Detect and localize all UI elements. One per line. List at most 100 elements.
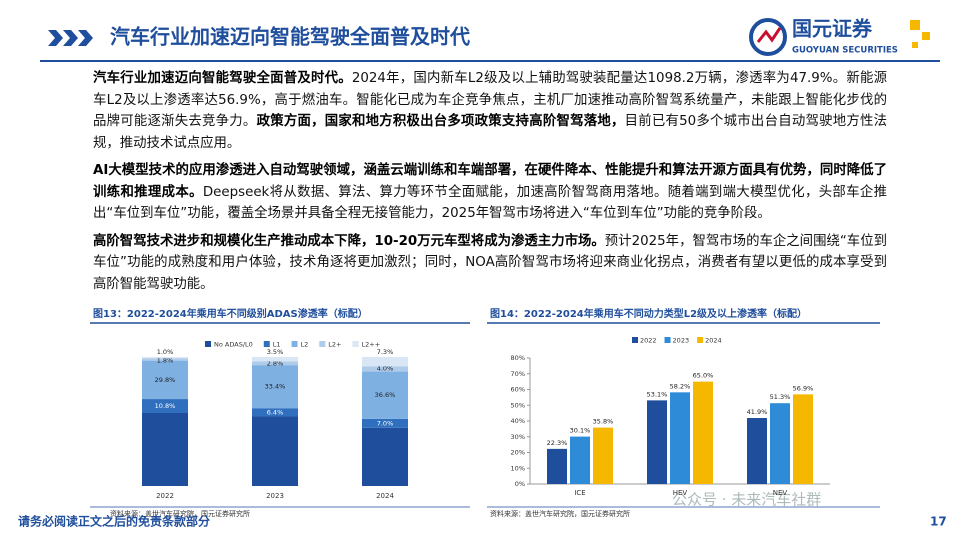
chart-title: 图13：2022-2024年乘用车不同级别ADAS渗透率（标配）	[93, 307, 368, 320]
bold-text: 汽车行业加速迈向智能驾驶全面普及时代。	[93, 71, 352, 86]
legend-swatch	[664, 337, 671, 343]
legend-label: 2022	[640, 337, 657, 345]
legend-swatch	[319, 341, 326, 347]
logo: 国元证券 GUOYUAN SECURITIES	[749, 17, 930, 56]
bar	[547, 448, 567, 484]
legend-swatch	[263, 341, 270, 347]
x-tick-label: NEV	[773, 489, 788, 497]
y-tick-label: 70%	[511, 370, 525, 378]
bold-text: AI大模型技术的应用渗透进入自动驾驶领域，涵盖云端训练和车端部署，在硬件降本、性…	[93, 163, 887, 200]
legend-label: L2++	[362, 341, 381, 349]
data-label: 56.9%	[793, 384, 814, 392]
x-tick-label: 2023	[266, 492, 284, 500]
data-label: 7.3%	[377, 348, 394, 356]
data-label: 41.9%	[747, 408, 768, 416]
data-label: 1.0%	[157, 348, 174, 356]
text: 2024年，国内新车L2级及以上辅助驾驶装配量达1098.2万辆，渗透率为47.…	[93, 71, 888, 129]
bar-segment	[142, 360, 188, 400]
legend-label: L2	[301, 341, 309, 349]
legend-label: No ADAS/L0	[214, 341, 253, 349]
bar-segment	[252, 416, 298, 486]
bar-segment	[362, 357, 408, 367]
header-arrows	[48, 30, 93, 46]
y-tick-label: 0%	[515, 480, 525, 488]
data-label: 1.8%	[157, 356, 174, 364]
data-label: 2.8%	[267, 360, 284, 368]
chart-title: 图14：2022-2024年乘用车不同动力类型L2级及以上渗透率（标配）	[490, 307, 807, 320]
data-label: 53.1%	[647, 390, 668, 398]
paragraph: 高阶智驾技术进步和规模化生产推动成本下降，10-20万元车型将成为渗透主力市场。…	[93, 231, 887, 296]
bar-segment	[252, 357, 298, 362]
y-tick-label: 80%	[511, 354, 525, 362]
chart-source: 资料来源：盖世汽车研究院，国元证券研究所	[490, 509, 630, 518]
data-label: 22.3%	[547, 439, 568, 447]
logo-cn: 国元证券	[792, 17, 873, 41]
data-label: 65.0%	[693, 372, 714, 380]
data-label: 33.4%	[265, 383, 286, 391]
bar-segment	[142, 357, 188, 359]
bar	[770, 403, 790, 484]
data-label: 7.0%	[377, 419, 394, 427]
legend-swatch	[632, 337, 638, 343]
legend-swatch	[697, 337, 704, 343]
bar-segment	[252, 408, 298, 417]
y-tick-label: 10%	[511, 464, 525, 472]
bar-segment	[142, 399, 188, 413]
bar	[747, 418, 767, 484]
legend-label: 2024	[705, 337, 722, 345]
legend-swatch	[205, 341, 211, 347]
legend-swatch	[291, 341, 298, 347]
slide-title: 汽车行业加速迈向智能驾驶全面普及时代	[110, 25, 470, 49]
y-tick-label: 20%	[511, 449, 525, 457]
legend-label: L2+	[328, 341, 341, 349]
bar	[570, 436, 590, 484]
x-tick-label: 2022	[156, 492, 174, 500]
page-number: 17	[930, 515, 947, 529]
data-label: 6.4%	[267, 408, 284, 416]
bar-segment	[142, 358, 188, 361]
bar-segment	[362, 366, 408, 372]
legend-label: L1	[273, 341, 281, 349]
x-tick-label: 2024	[376, 492, 394, 500]
bar	[793, 394, 813, 484]
legend-label: 2023	[673, 337, 690, 345]
data-label: 36.6%	[375, 391, 396, 399]
y-tick-label: 50%	[511, 401, 525, 409]
logo-en: GUOYUAN SECURITIES	[792, 46, 898, 56]
data-label: 35.8%	[593, 418, 614, 426]
data-label: 51.3%	[770, 393, 791, 401]
bar	[693, 381, 713, 484]
data-label: 58.2%	[670, 382, 691, 390]
disclaimer: 请务必阅读正文之后的免责条款部分	[18, 514, 210, 529]
bar	[647, 400, 667, 484]
data-label: 10.8%	[155, 402, 176, 410]
y-tick-label: 60%	[511, 386, 525, 394]
bar-segment	[362, 427, 408, 486]
y-tick-label: 30%	[511, 433, 525, 441]
data-label: 30.1%	[570, 427, 591, 435]
legend-swatch	[352, 341, 359, 347]
bar-segment	[142, 412, 188, 486]
text: Deepseek将从数据、算法、算力等环节全面赋能，加速高阶智驾商用落地。随着端…	[93, 184, 887, 222]
paragraph: AI大模型技术的应用渗透进入自动驾驶领域，涵盖云端训练和车端部署，在硬件降本、性…	[93, 160, 887, 225]
bar	[593, 427, 613, 484]
text: 预计2025年，智驾市场的车企之间围绕“车位到车位”功能的成熟度和用户体验，技术…	[93, 233, 887, 292]
bar	[670, 392, 690, 484]
paragraph: 汽车行业加速迈向智能驾驶全面普及时代。2024年，国内新车L2级及以上辅助驾驶装…	[93, 68, 887, 154]
data-label: 4.0%	[377, 364, 394, 372]
data-label: 29.8%	[155, 376, 176, 384]
text: 目前已有50多个城市出台自动驾驶地方性法规，推动技术试点应用。	[93, 114, 888, 151]
bar-segment	[252, 365, 298, 409]
y-tick-label: 40%	[511, 417, 525, 425]
body-text: 汽车行业加速迈向智能驾驶全面普及时代。2024年，国内新车L2级及以上辅助驾驶装…	[93, 68, 887, 301]
data-label: 3.5%	[267, 348, 284, 356]
bar-segment	[362, 371, 408, 419]
bar-segment	[252, 361, 298, 366]
bold-text: 政策方面，国家和地方积极出台多项政策支持高阶智驾落地，	[256, 114, 625, 129]
x-tick-label: ICE	[574, 489, 585, 497]
bold-text: 高阶智驾技术进步和规模化生产推动成本下降，10-20万元车型将成为渗透主力市场。	[93, 233, 605, 249]
watermark: 公众号 · 未来汽车社群	[672, 491, 821, 509]
x-tick-label: HEV	[673, 489, 688, 497]
